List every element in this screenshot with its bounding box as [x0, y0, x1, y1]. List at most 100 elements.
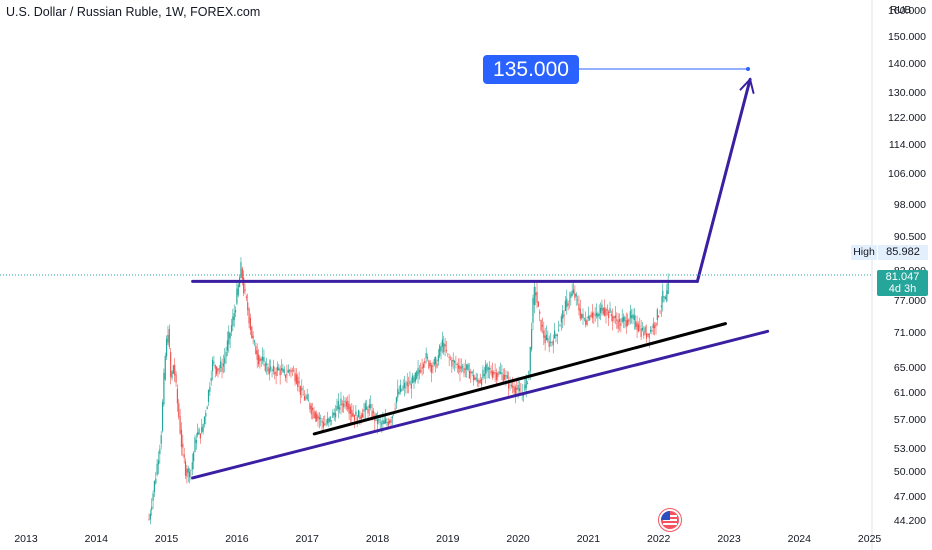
candle-body [301, 387, 303, 391]
candle-body [568, 300, 571, 302]
candle-body [609, 308, 611, 313]
candle-body [567, 303, 569, 306]
us-flag-event-icon[interactable] [659, 509, 681, 531]
candle-body [660, 305, 663, 308]
candle-body [182, 443, 184, 448]
candle-body [266, 363, 268, 366]
candle-body [161, 402, 164, 431]
candle-body [352, 413, 354, 417]
candle-body [624, 317, 626, 322]
candle-body [194, 437, 196, 453]
currency-unit: RUB [890, 5, 912, 16]
y-tick-label: 47.000 [893, 490, 926, 503]
candle-body [236, 288, 238, 304]
candle-body [391, 416, 393, 419]
candle-body [564, 300, 567, 311]
candle-body [656, 309, 658, 321]
candle-body [485, 364, 487, 374]
candle-body [151, 506, 153, 511]
drawing-line[interactable] [191, 329, 770, 480]
candle-body [221, 367, 223, 372]
target-anchor-point[interactable] [746, 67, 750, 71]
candle-body [233, 313, 235, 321]
drawing-line[interactable] [695, 77, 752, 283]
candle-body [171, 371, 173, 379]
candle-body [497, 372, 499, 377]
candle-body [299, 385, 302, 396]
candle-body [639, 326, 641, 328]
candle-body [633, 315, 635, 321]
target-price-label[interactable]: 135.000 [483, 55, 579, 84]
candle-body [430, 364, 433, 373]
candle-body [531, 329, 533, 350]
candle-body [394, 408, 396, 410]
x-tick-label: 2023 [717, 533, 741, 545]
candle-body [490, 370, 492, 374]
x-tick-label: 2022 [647, 533, 671, 545]
candle-body [252, 335, 254, 339]
candle-body [370, 404, 372, 409]
candle-body [249, 317, 252, 330]
candle-body [458, 365, 460, 369]
candle-body [625, 320, 627, 327]
candle-body [647, 333, 649, 336]
bar-countdown: 4d 3h [888, 283, 917, 295]
candle-body [449, 358, 452, 360]
candle-body [389, 420, 391, 423]
candle-body [494, 372, 496, 374]
candle-body [276, 366, 279, 371]
candle-body [314, 412, 316, 419]
x-tick-label: 2017 [295, 533, 319, 545]
candle-body [317, 415, 319, 419]
candle-body [579, 308, 581, 319]
candle-body [218, 368, 220, 370]
candle-body [320, 418, 322, 419]
candle-body [234, 310, 237, 313]
candle-body [491, 371, 494, 378]
candle-body [610, 314, 612, 316]
candle-body [226, 340, 229, 351]
candle-body [363, 409, 365, 412]
candle-body [217, 368, 219, 372]
candle-body [376, 419, 379, 424]
candle-body [512, 385, 514, 388]
candle-body [499, 372, 502, 374]
candle-body [578, 303, 580, 311]
candle-body [448, 357, 450, 358]
candle-body [278, 367, 280, 370]
candle-body [543, 330, 545, 338]
candle-body [422, 363, 425, 368]
candle-body [552, 340, 554, 346]
candle-body [294, 372, 296, 382]
candle-body [403, 382, 406, 388]
high-value: 85.982 [878, 245, 928, 260]
candle-body [425, 352, 427, 359]
candle-body [482, 369, 484, 379]
candle-body [544, 335, 546, 344]
candle-body [605, 309, 607, 316]
candle-body [271, 370, 273, 371]
candle-body [666, 290, 668, 302]
candle-body [604, 307, 606, 316]
candle-body [241, 268, 243, 280]
y-tick-label: 61.000 [893, 387, 926, 400]
y-tick-label: 98.000 [893, 199, 926, 212]
candle-body [528, 370, 530, 377]
candle-body [386, 422, 388, 423]
candle-body [247, 302, 249, 311]
candle-body [214, 365, 216, 369]
candle-body [240, 262, 242, 278]
drawing-line[interactable] [312, 322, 727, 436]
candle-body [336, 406, 338, 411]
candle-body [549, 341, 552, 343]
candle-body [556, 334, 558, 336]
candle-body [554, 330, 556, 339]
y-tick-label: 65.000 [893, 362, 926, 375]
candle-body [202, 424, 204, 432]
candle-body [244, 289, 246, 291]
candle-body [514, 387, 516, 395]
candle-body [599, 307, 602, 314]
candle-body [263, 357, 265, 362]
candle-body [255, 346, 257, 355]
